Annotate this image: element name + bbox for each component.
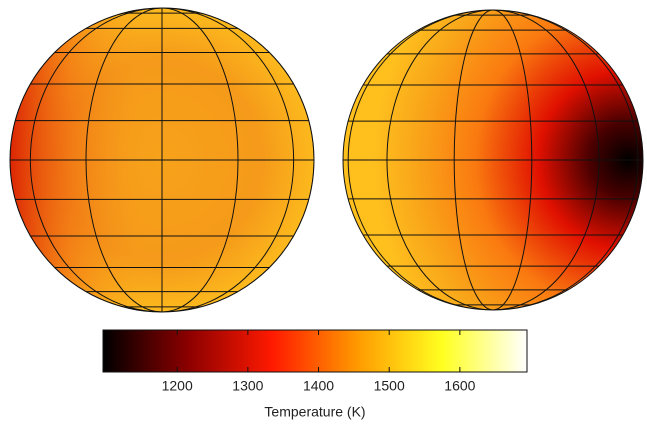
tick-label: 1500 <box>374 378 405 394</box>
left-sphere <box>9 7 315 313</box>
meridian <box>347 10 494 310</box>
meridian <box>29 8 163 312</box>
tick-label: 1300 <box>232 378 263 394</box>
meridian <box>386 10 494 310</box>
tick-label: 1200 <box>162 378 193 394</box>
meridian <box>492 10 533 310</box>
colorbar <box>102 329 528 373</box>
tick-label: 1600 <box>444 378 475 394</box>
meridian <box>85 8 163 312</box>
colorbar-label: Temperature (K) <box>264 404 365 420</box>
meridian <box>161 8 295 312</box>
meridian <box>492 10 639 310</box>
right-sphere <box>342 9 644 311</box>
meridian <box>161 8 239 312</box>
meridian <box>492 10 600 310</box>
tick-label: 1400 <box>303 378 334 394</box>
meridian <box>453 10 494 310</box>
